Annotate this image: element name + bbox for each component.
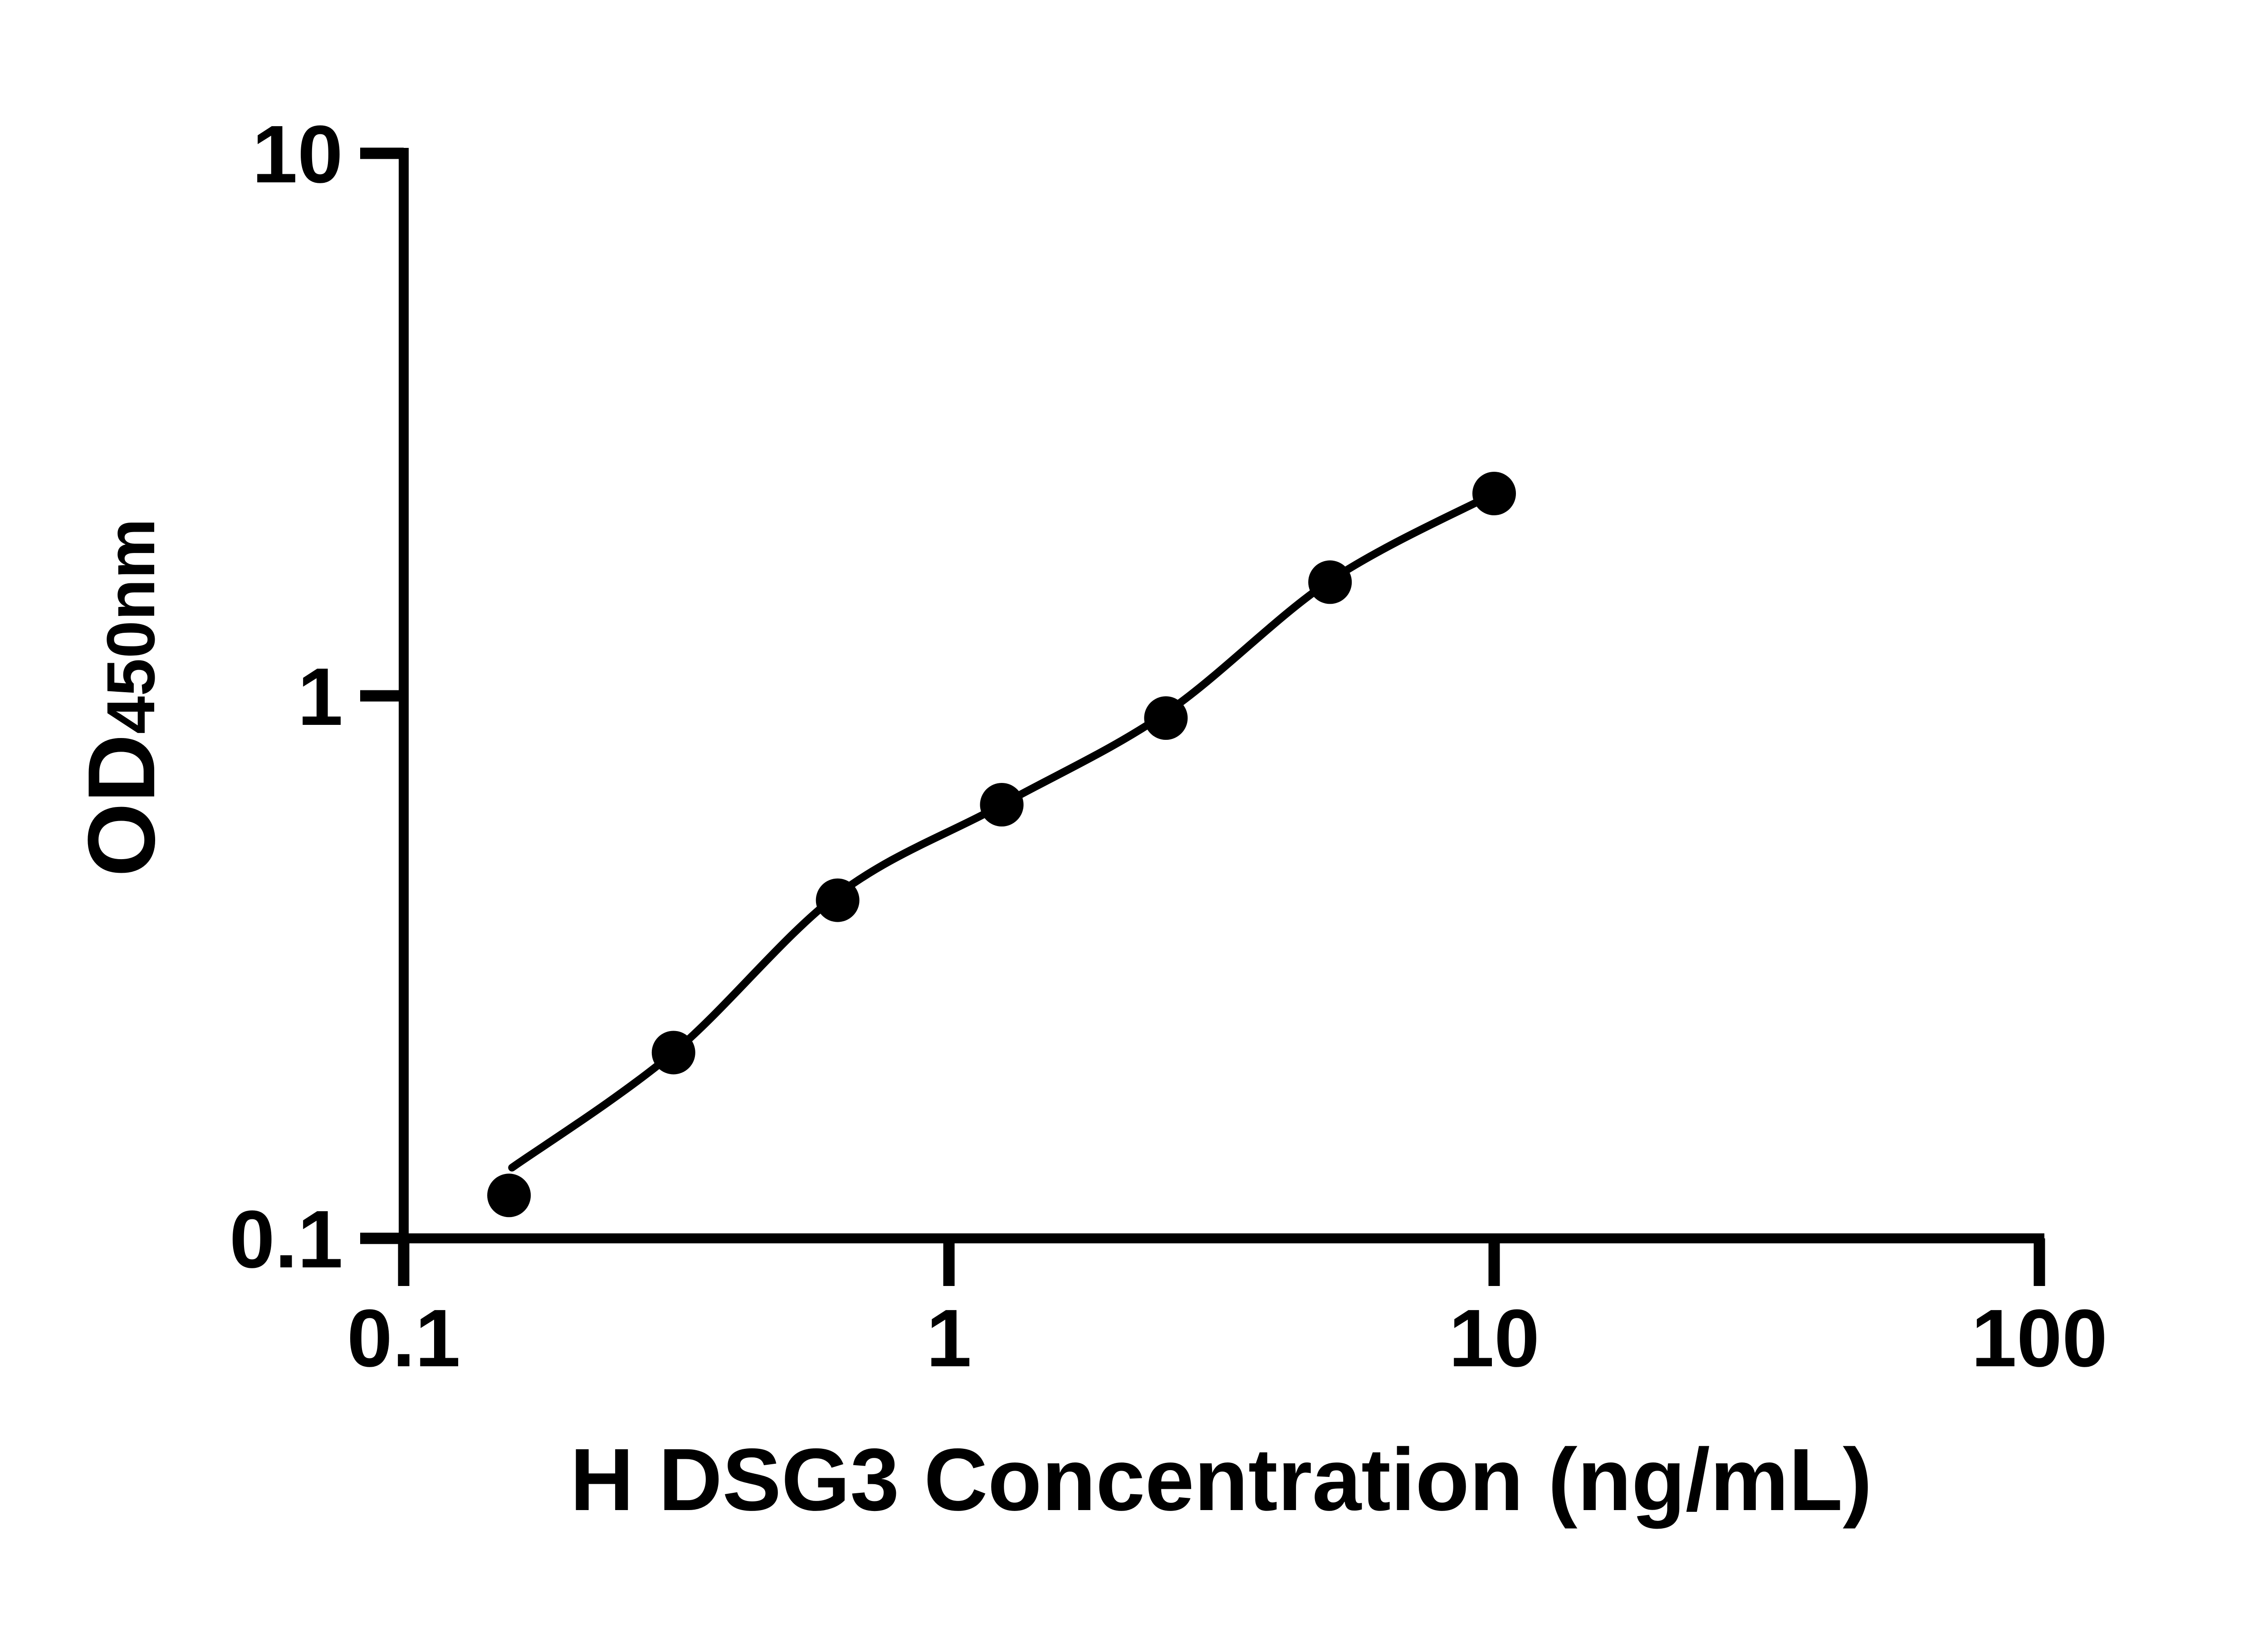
data-point [487,1173,531,1217]
y-axis-title-main: OD [68,734,175,877]
x-tick-label: 10 [1449,1293,1540,1384]
x-tick-label: 0.1 [347,1293,460,1384]
y-tick-label: 1 [298,651,343,743]
y-axis-title-sub: 450nm [93,518,169,734]
data-point [816,878,860,922]
y-tick-label: 0.1 [230,1194,343,1285]
y-axis-title: OD450nm [68,518,175,877]
x-tick-label: 1 [926,1293,972,1384]
x-tick-label: 100 [1971,1293,2107,1384]
data-point [1144,696,1188,740]
x-axis-title: H DSG3 Concentration (ng/mL) [570,1430,1872,1529]
data-point [980,782,1024,826]
data-point [1472,471,1516,515]
data-point [1308,560,1352,604]
data-point [651,1031,695,1075]
y-tick-label: 10 [252,109,343,200]
